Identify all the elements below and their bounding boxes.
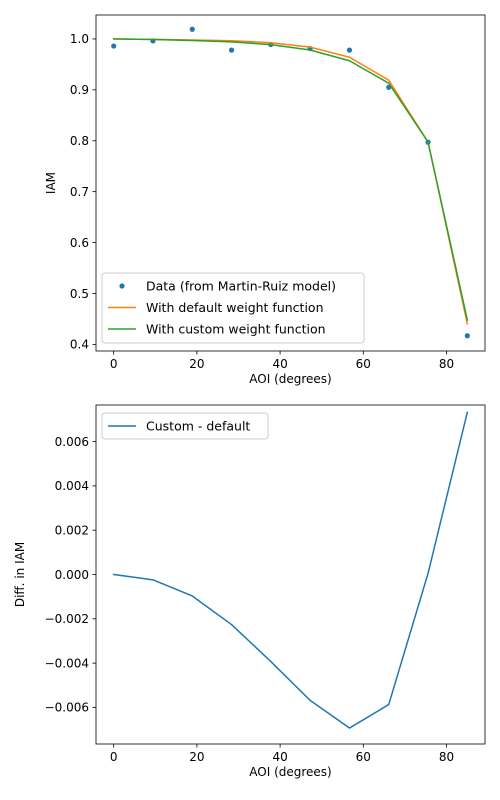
x-tick-label: 20 bbox=[189, 750, 204, 764]
x-tick-label: 0 bbox=[110, 357, 118, 371]
x-tick-label: 40 bbox=[272, 750, 287, 764]
data-point bbox=[189, 26, 195, 32]
legend-label: With custom weight function bbox=[146, 322, 326, 337]
legend-label: Custom - default bbox=[146, 419, 250, 434]
y-tick-label: 0.5 bbox=[70, 287, 89, 301]
series-line-0 bbox=[112, 411, 469, 729]
data-point bbox=[111, 43, 117, 49]
plot-area bbox=[112, 411, 469, 729]
bottom-subplot: 0 20 40 60 80 −0.006 −0.004 −0.002 0.000 0.002 0.0… bbox=[13, 404, 486, 779]
y-tick-label: 0.9 bbox=[70, 83, 89, 97]
data-point bbox=[346, 47, 353, 53]
x-tick-label: 60 bbox=[356, 357, 371, 371]
y-tick-label: 1.0 bbox=[70, 32, 89, 46]
series-line-2 bbox=[112, 38, 469, 321]
y-tick-label: 0.002 bbox=[55, 523, 89, 537]
x-axis-label: AOI (degrees) bbox=[249, 372, 331, 386]
x-tick-label: 40 bbox=[272, 357, 287, 371]
y-axis-label: IAM bbox=[44, 172, 58, 194]
x-axis-label: AOI (degrees) bbox=[249, 765, 331, 779]
legend-label: With default weight function bbox=[146, 300, 324, 315]
x-tick-label: 60 bbox=[356, 750, 371, 764]
y-tick-label: 0.6 bbox=[70, 236, 89, 250]
plot-area bbox=[111, 26, 470, 339]
y-tick-label: −0.004 bbox=[45, 656, 89, 670]
legend: Custom - default bbox=[101, 412, 269, 440]
y-tick-label: 0.000 bbox=[55, 568, 89, 582]
y-tick-label: 0.7 bbox=[70, 185, 89, 199]
y-tick-label: 0.8 bbox=[70, 134, 89, 148]
legend-label: Data (from Martin-Ruiz model) bbox=[146, 279, 336, 294]
x-tick-label: 0 bbox=[110, 750, 118, 764]
y-tick-label: 0.006 bbox=[55, 435, 89, 449]
y-axis-label: Diff. in IAM bbox=[13, 542, 27, 607]
axes-frame bbox=[95, 14, 486, 352]
legend: Data (from Martin-Ruiz model) With defaul… bbox=[101, 272, 365, 344]
legend-handle bbox=[119, 283, 125, 289]
x-tick-label: 80 bbox=[439, 750, 454, 764]
y-tick-label: −0.006 bbox=[45, 701, 89, 715]
y-tick-label: 0.4 bbox=[70, 338, 89, 352]
x-tick-label: 80 bbox=[439, 357, 454, 371]
data-point bbox=[228, 47, 235, 53]
y-tick-label: −0.002 bbox=[45, 612, 89, 626]
data-point bbox=[464, 333, 470, 339]
x-tick-label: 20 bbox=[189, 357, 204, 371]
top-subplot: 0 20 40 60 80 0.4 0.5 0.6 0.7 0.8 0.9 1.0 AOI (degre… bbox=[44, 14, 486, 386]
y-tick-label: 0.004 bbox=[55, 479, 89, 493]
